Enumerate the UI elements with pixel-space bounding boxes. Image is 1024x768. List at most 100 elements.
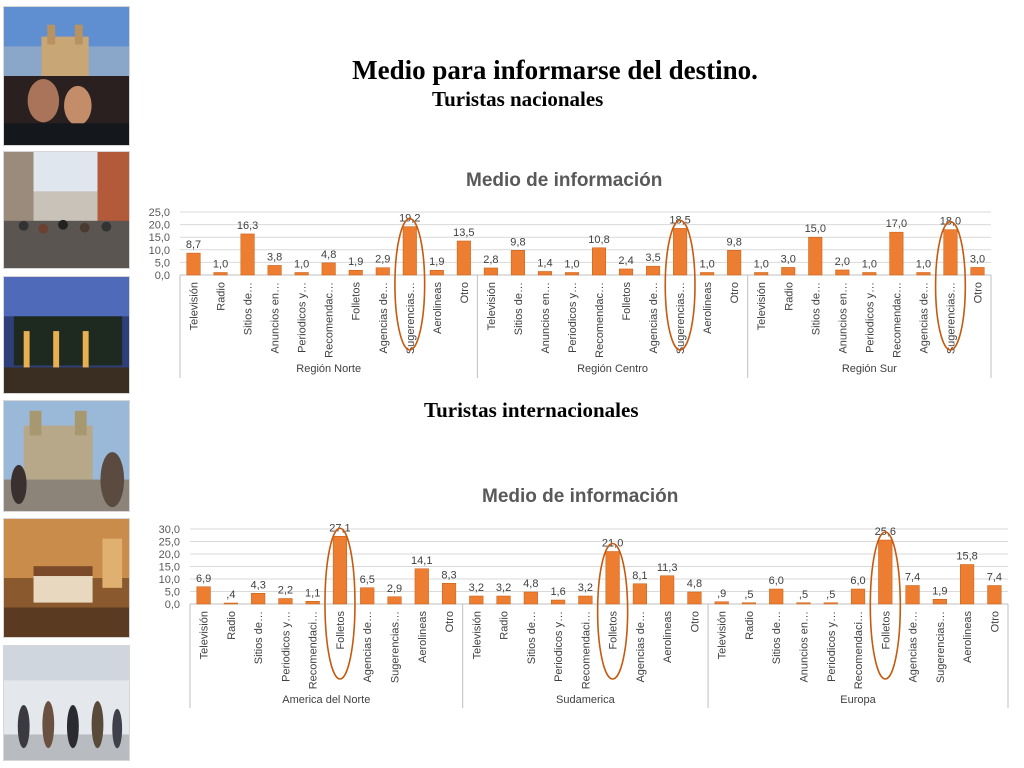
int-category-label: Sitios de… xyxy=(771,611,783,664)
int-category-label: Televisión xyxy=(717,611,729,659)
int-data-label: 4,8 xyxy=(523,578,538,590)
nat-highlight-ellipse xyxy=(934,220,967,351)
int-data-label: 1,1 xyxy=(305,587,320,599)
int-highlight-ellipse xyxy=(596,542,629,680)
int-bar xyxy=(632,583,647,605)
nat-data-label: 1,9 xyxy=(348,256,363,268)
int-data-label: 3,2 xyxy=(496,582,511,594)
nat-category-label: Sugerencias… xyxy=(945,282,957,354)
int-bar xyxy=(278,598,293,605)
nat-bar xyxy=(889,231,904,276)
nat-bar xyxy=(862,272,877,276)
int-category-label: Sitios de… xyxy=(526,611,538,664)
int-category-label: Radio xyxy=(226,611,238,640)
nat-category-label: Agencias de… xyxy=(648,282,660,354)
nat-data-label: 1,0 xyxy=(700,258,715,270)
nat-bar xyxy=(727,250,742,276)
nat-data-label: 9,8 xyxy=(510,236,525,248)
int-category-label: Televisión xyxy=(199,611,211,659)
int-highlight-ellipse xyxy=(869,531,902,680)
int-data-label: 1,6 xyxy=(550,586,565,598)
int-highlight-ellipse xyxy=(324,527,356,680)
nat-category-label: Periodicos y… xyxy=(567,282,579,353)
nat-category-label: Otro xyxy=(972,282,984,303)
int-category-label: Folletos xyxy=(608,611,620,650)
int-bar xyxy=(850,588,866,605)
int-data-label: 4,8 xyxy=(687,578,702,590)
int-group-label: America del Norte xyxy=(282,694,370,706)
int-ytick-label: 20,0 xyxy=(159,549,180,561)
nat-data-label: 13,5 xyxy=(453,227,474,239)
int-bar xyxy=(551,599,566,605)
int-data-label: 1,9 xyxy=(932,585,947,597)
nat-category-label: Anuncios en… xyxy=(270,282,282,354)
int-bar xyxy=(305,601,320,605)
nat-bar xyxy=(592,247,607,276)
nat-category-label: Otro xyxy=(729,282,741,303)
nat-bar xyxy=(673,228,688,276)
int-bar xyxy=(687,591,702,605)
int-bar xyxy=(251,593,266,605)
int-bar xyxy=(796,602,811,605)
nat-ytick-label: 25,0 xyxy=(149,207,170,219)
int-bar xyxy=(741,602,757,605)
int-category-label: Recomendaci… xyxy=(580,611,592,689)
nat-category-label: Periodicos y… xyxy=(297,282,309,353)
nat-category-label: Folletos xyxy=(621,282,633,321)
nat-data-label: 16,3 xyxy=(237,220,258,232)
int-category-label: Sugerencias… xyxy=(935,611,947,683)
nat-data-label: 1,4 xyxy=(537,257,552,269)
nat-bar xyxy=(916,272,931,276)
int-category-label: Folletos xyxy=(335,611,347,650)
nat-data-label: 15,0 xyxy=(805,223,826,235)
nat-category-label: Aerolineas xyxy=(702,282,714,334)
int-data-label: 8,3 xyxy=(441,569,456,581)
int-category-label: Radio xyxy=(744,611,756,640)
nat-group-label: Región Sur xyxy=(842,363,897,375)
nat-category-label: Sugerencias… xyxy=(405,282,417,354)
nat-bar xyxy=(483,267,498,276)
nat-category-label: Recomendac… xyxy=(324,282,336,358)
int-bar xyxy=(987,585,1002,605)
int-bar xyxy=(469,595,484,605)
int-category-label: Recomendaci… xyxy=(308,611,320,689)
int-category-label: Televisión xyxy=(471,611,483,659)
nat-bar xyxy=(619,268,634,276)
int-ytick-label: 5,0 xyxy=(165,587,180,599)
nat-category-label: Recomendac… xyxy=(891,282,903,358)
int-bar xyxy=(332,536,348,605)
int-data-label: 2,9 xyxy=(387,583,402,595)
photo-church-plaza xyxy=(3,400,130,512)
nat-data-label: 1,9 xyxy=(429,256,444,268)
int-category-label: Recomendaci… xyxy=(853,611,865,689)
nat-bar xyxy=(808,236,823,276)
photo-pedestrian-street xyxy=(3,151,130,269)
int-bar xyxy=(823,602,838,605)
int-data-label: 4,3 xyxy=(251,579,266,591)
nat-category-label: Anuncios en… xyxy=(540,282,552,354)
nat-category-label: Aerolineas xyxy=(432,282,444,334)
nat-bar xyxy=(375,267,390,276)
int-data-label: ,5 xyxy=(799,589,808,601)
int-category-label: Otro xyxy=(444,611,456,632)
nat-data-label: 8,7 xyxy=(186,239,201,251)
nat-data-label: 17,0 xyxy=(886,218,907,230)
nat-bar xyxy=(240,233,255,276)
int-category-label: Radio xyxy=(499,611,511,640)
int-category-label: Anuncios en… xyxy=(799,611,811,683)
int-bar xyxy=(605,551,620,605)
int-ytick-label: 30,0 xyxy=(159,524,180,536)
photo-airport-terminal xyxy=(3,645,130,761)
nat-bar xyxy=(294,272,309,276)
subtitle-international: Turistas internacionales xyxy=(424,398,639,422)
nat-bar xyxy=(429,269,444,276)
photo-hotel-courtyard xyxy=(3,276,130,394)
int-category-label: Otro xyxy=(689,611,701,632)
nat-category-label: Folletos xyxy=(351,282,363,321)
int-bar xyxy=(578,595,593,605)
nat-category-label: Recomendac… xyxy=(594,282,606,358)
int-bar xyxy=(441,583,457,605)
nat-bar xyxy=(537,271,552,276)
nat-bar xyxy=(781,267,796,276)
